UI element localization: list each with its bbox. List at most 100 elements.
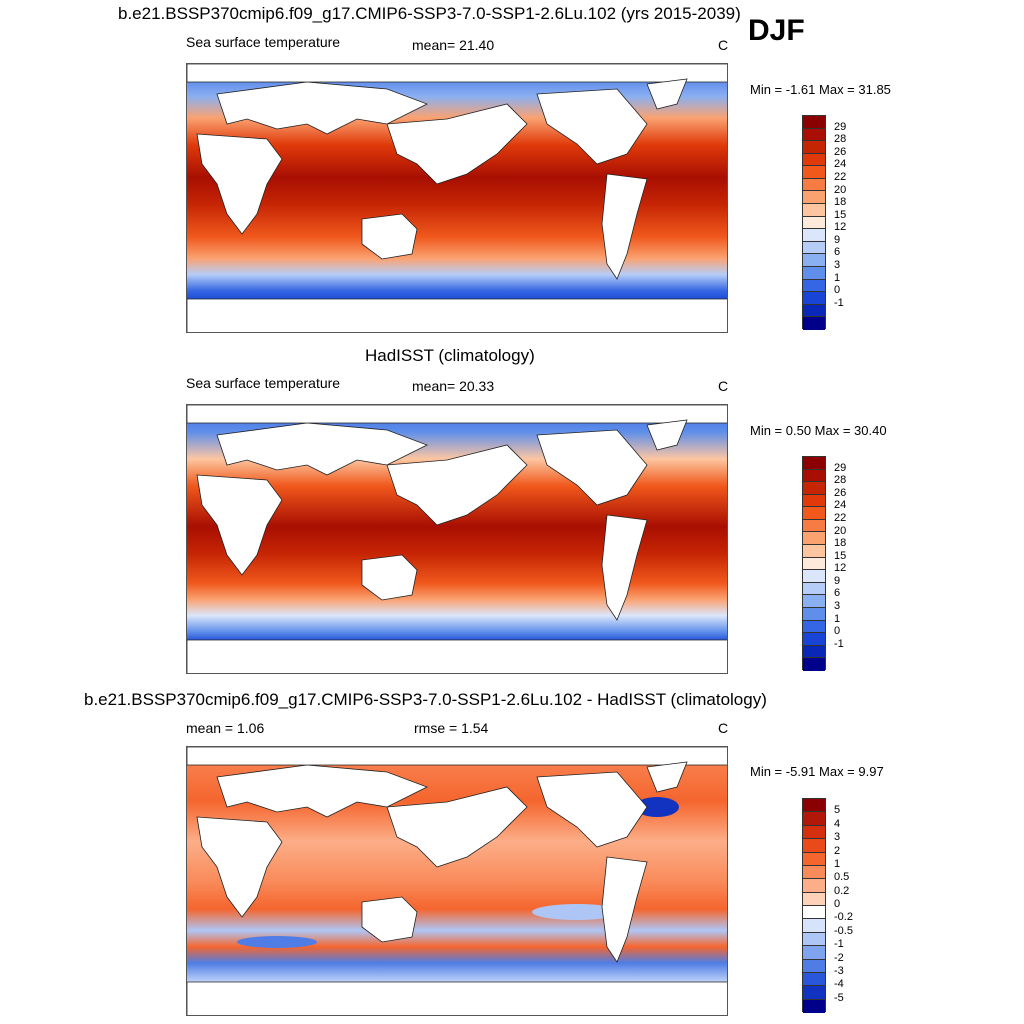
panel3-mean-label: mean = 1.06 [186, 720, 265, 736]
colorbar-segment [803, 469, 825, 483]
colorbar-tick-label: 18 [834, 537, 847, 550]
colorbar-segment [803, 141, 825, 154]
colorbar-tick-label: 29 [834, 120, 847, 133]
colorbar-tick-label: 22 [834, 511, 847, 524]
colorbar-segment [803, 658, 825, 671]
colorbar-tick-label: 5 [834, 804, 841, 817]
colorbar-tick-label: -1 [834, 637, 844, 650]
colorbar-segment [803, 216, 825, 230]
colorbar-tick-label: 24 [834, 499, 847, 512]
panel1-map-graphic [187, 64, 727, 332]
colorbar-segment [803, 607, 825, 621]
colorbar-segment [803, 865, 825, 880]
colorbar-segment [803, 852, 825, 866]
colorbar-segment [803, 128, 825, 142]
colorbar-tick-label: 26 [834, 486, 847, 499]
colorbar-tick-label: 29 [834, 461, 847, 474]
season-label: DJF [748, 14, 805, 47]
colorbar-segment [803, 570, 825, 583]
colorbar-segment [803, 839, 825, 853]
colorbar-segment [803, 229, 825, 242]
colorbar-tick-label: 18 [834, 196, 847, 209]
colorbar-segment [803, 304, 825, 318]
colorbar-segment [803, 292, 825, 305]
colorbar-tick-label: -3 [834, 964, 844, 977]
colorbar-tick-label: 15 [834, 549, 847, 562]
colorbar-tick-label: 3 [834, 600, 841, 613]
colorbar-segment [803, 545, 825, 558]
colorbar-tick-label: 28 [834, 133, 847, 146]
colorbar-segment [803, 494, 825, 508]
colorbar-segment [803, 799, 825, 813]
panel2-variable-label: Sea surface temperature [186, 375, 341, 391]
panel2-mean-label: mean= 20.33 [412, 378, 495, 394]
colorbar-tick-label: 20 [834, 183, 847, 196]
colorbar-segment [803, 932, 825, 947]
colorbar-segment [803, 595, 825, 608]
colorbar-tick-label: 1 [834, 612, 841, 625]
colorbar-tick-label: 6 [834, 246, 841, 259]
colorbar-segment [803, 507, 825, 520]
colorbar-segment [803, 266, 825, 280]
colorbar-segment [803, 986, 825, 1000]
colorbar-tick-label: 22 [834, 170, 847, 183]
panel1-units: C [718, 37, 729, 53]
panel1-colorbar [802, 115, 826, 330]
colorbar-tick-label: 3 [834, 259, 841, 272]
colorbar-tick-label: 0 [834, 625, 841, 638]
colorbar-tick-label: 0 [834, 284, 841, 297]
colorbar-segment [803, 825, 825, 840]
colorbar-segment [803, 972, 825, 987]
colorbar-tick-label: 26 [834, 145, 847, 158]
colorbar-segment [803, 582, 825, 596]
panel1-map [186, 63, 728, 333]
colorbar-tick-label: -0.5 [834, 924, 853, 937]
colorbar-segment [803, 645, 825, 659]
panel2-title: HadISST (climatology) [365, 346, 535, 365]
colorbar-segment [803, 178, 825, 192]
panel2-map [186, 404, 728, 674]
panel2-units: C [718, 378, 729, 394]
colorbar-tick-label: 28 [834, 474, 847, 487]
colorbar-segment [803, 482, 825, 495]
colorbar-tick-label: 3 [834, 831, 841, 844]
panel3-map-graphic [187, 747, 727, 1015]
colorbar-segment [803, 633, 825, 646]
colorbar-tick-label: 20 [834, 524, 847, 537]
colorbar-tick-label: 15 [834, 208, 847, 221]
colorbar-tick-label: -0.2 [834, 911, 853, 924]
colorbar-tick-label: 4 [834, 817, 841, 830]
colorbar-segment [803, 906, 825, 920]
colorbar-segment [803, 116, 825, 129]
colorbar-segment [803, 879, 825, 893]
panel2-minmax: Min = 0.50 Max = 30.40 [750, 423, 887, 438]
panel3-rmse-label: rmse = 1.54 [414, 720, 489, 736]
panel3-title: b.e21.BSSP370cmip6.f09_g17.CMIP6-SSP3-7.… [84, 690, 767, 709]
colorbar-tick-label: -4 [834, 978, 844, 991]
colorbar-segment [803, 812, 825, 826]
colorbar-segment [803, 241, 825, 255]
colorbar-segment [803, 153, 825, 167]
colorbar-tick-label: -5 [834, 991, 844, 1004]
panel3-units: C [718, 720, 729, 736]
panel1-variable-label: Sea surface temperature [186, 34, 341, 50]
panel3-minmax: Min = -5.91 Max = 9.97 [750, 764, 884, 779]
colorbar-segment [803, 919, 825, 933]
colorbar-segment [803, 999, 825, 1013]
colorbar-tick-label: 6 [834, 587, 841, 600]
colorbar-tick-label: -1 [834, 938, 844, 951]
colorbar-tick-label: -1 [834, 296, 844, 309]
panel1-minmax: Min = -1.61 Max = 31.85 [750, 82, 891, 97]
colorbar-segment [803, 892, 825, 906]
colorbar-tick-label: 0.2 [834, 884, 850, 897]
panel1-title: b.e21.BSSP370cmip6.f09_g17.CMIP6-SSP3-7.… [118, 4, 741, 23]
colorbar-tick-label: 12 [834, 562, 847, 575]
colorbar-segment [803, 279, 825, 293]
colorbar-tick-label: 9 [834, 574, 841, 587]
colorbar-tick-label: 12 [834, 221, 847, 234]
colorbar-segment [803, 620, 825, 634]
colorbar-segment [803, 204, 825, 217]
colorbar-tick-label: 1 [834, 857, 841, 870]
colorbar-tick-label: -2 [834, 951, 844, 964]
colorbar-tick-label: 9 [834, 233, 841, 246]
